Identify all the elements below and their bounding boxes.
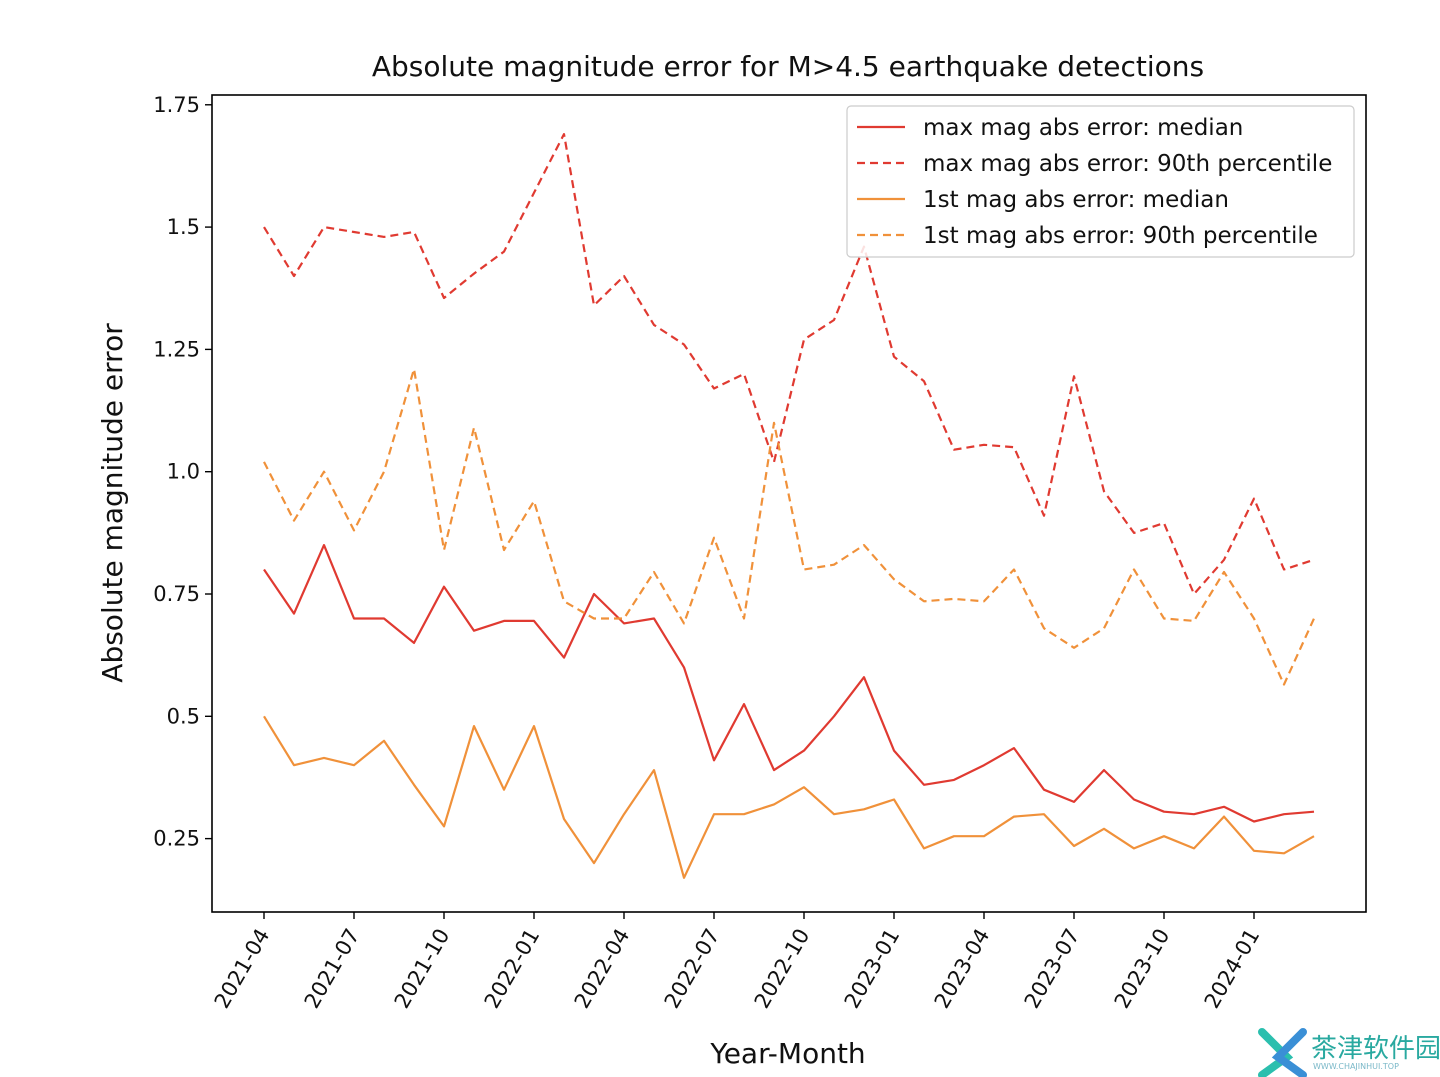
x-tick-label: 2024-01: [1200, 925, 1265, 1013]
x-tick-label: 2023-01: [840, 925, 905, 1013]
y-tick-label: 1.25: [153, 337, 200, 361]
x-tick-label: 2022-10: [750, 925, 815, 1013]
y-tick-label: 1.5: [167, 215, 200, 239]
x-tick-label: 2021-10: [390, 925, 455, 1013]
plot-area: [263, 133, 1316, 879]
chart-title: Absolute magnitude error for M>4.5 earth…: [372, 50, 1204, 83]
y-axis-label: Absolute magnitude error: [96, 323, 129, 683]
watermark-text: 茶津软件园: [1311, 1034, 1440, 1064]
series-line: [263, 367, 1316, 686]
legend-label: 1st mag abs error: median: [923, 187, 1229, 213]
x-tick-label: 2021-07: [300, 925, 365, 1013]
x-tick-label: 2022-07: [660, 925, 725, 1013]
x-tick-label: 2023-10: [1110, 925, 1175, 1013]
series-line: [263, 543, 1315, 823]
series-line: [263, 715, 1315, 879]
plot-frame: [211, 94, 1367, 913]
legend-label: max mag abs error: median: [923, 115, 1243, 141]
x-tick-label: 2021-04: [210, 925, 275, 1013]
y-tick-label: 0.75: [153, 582, 200, 606]
x-tick-label: 2022-04: [570, 925, 635, 1013]
legend: max mag abs error: median max mag abs err…: [846, 105, 1355, 258]
y-tick-label: 1.0: [167, 460, 200, 484]
y-tick-label: 1.75: [153, 93, 200, 117]
x-axis: 2021-04 2021-07 2021-10 2022-01 2022-04 2022-…: [210, 912, 1265, 1013]
y-tick-label: 0.5: [167, 704, 200, 728]
legend-label: max mag abs error: 90th percentile: [923, 151, 1332, 177]
x-tick-label: 2023-07: [1020, 925, 1085, 1013]
watermark: 茶津软件园 WWW.CHAJINHUI.TOP: [1258, 1028, 1440, 1077]
x-tick-label: 2023-04: [930, 925, 995, 1013]
x-tick-label: 2022-01: [480, 925, 545, 1013]
watermark-url: WWW.CHAJINHUI.TOP: [1313, 1062, 1399, 1071]
y-axis: 0.25 0.5 0.75 1.0 1.25 1.5 1.75: [153, 93, 212, 851]
legend-label: 1st mag abs error: 90th percentile: [923, 223, 1318, 249]
series-line: [263, 133, 1315, 596]
legend-box: [846, 105, 1355, 258]
y-tick-label: 0.25: [153, 827, 200, 851]
watermark-logo-icon: [1258, 1028, 1307, 1077]
x-axis-label: Year-Month: [709, 1037, 865, 1070]
